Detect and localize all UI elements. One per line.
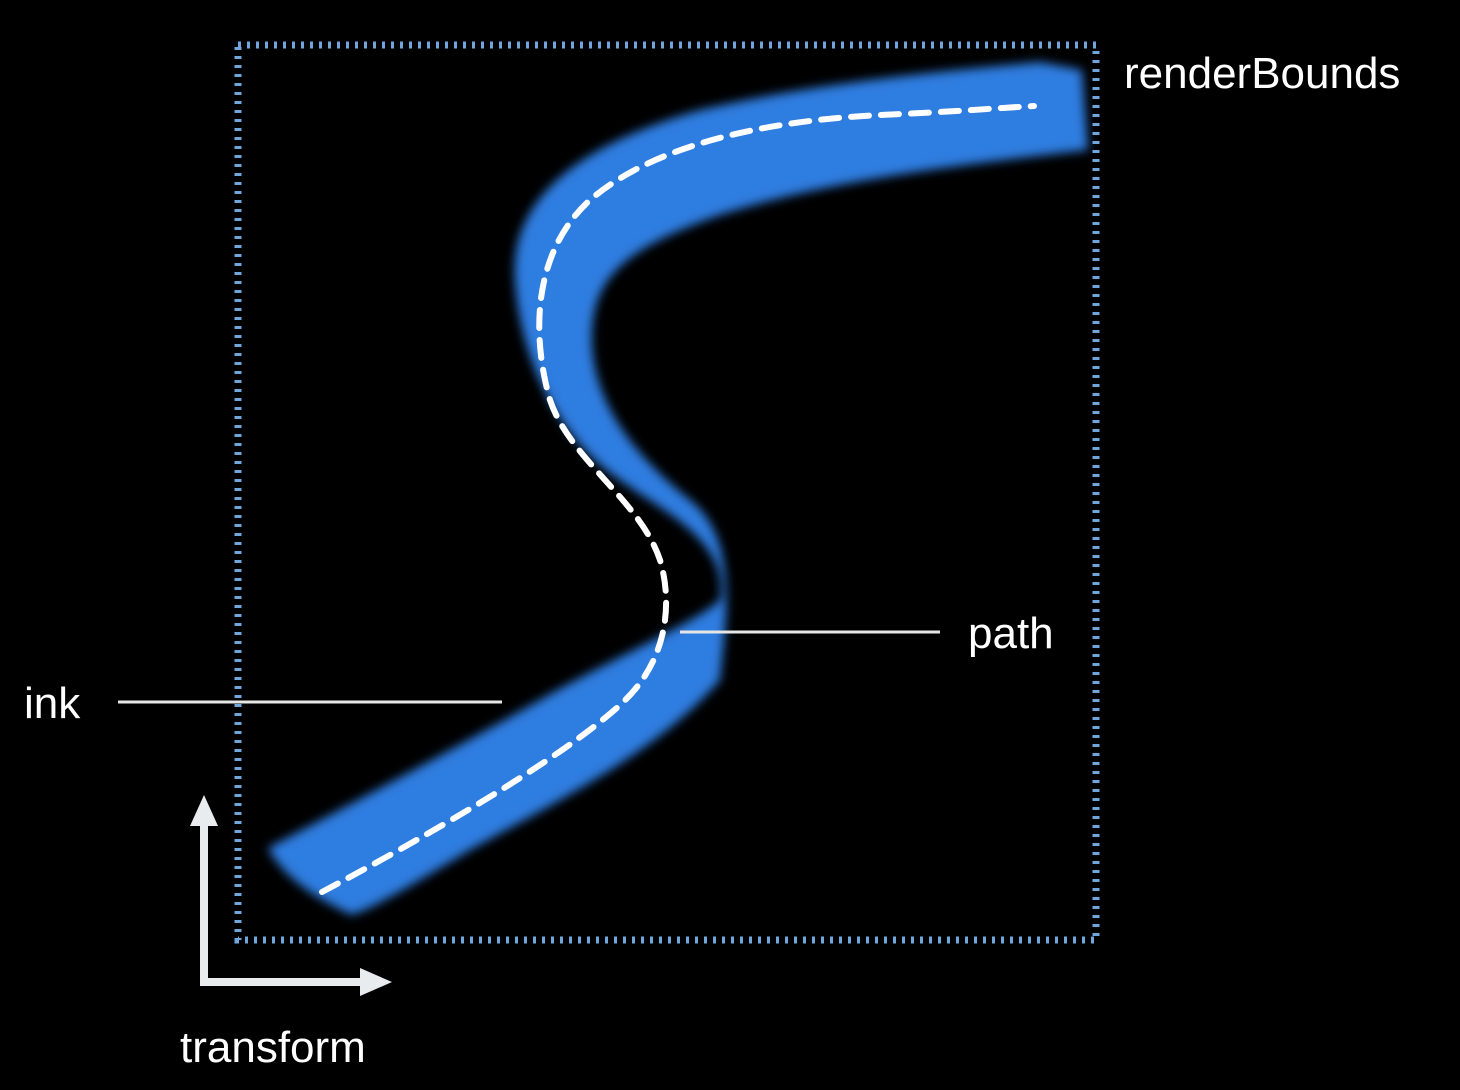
ink-stroke [268, 62, 1088, 915]
render-bounds-box [234, 41, 1100, 944]
path-line [319, 103, 1037, 895]
transform-x-arrowhead [360, 968, 392, 996]
ink-label: ink [24, 679, 81, 728]
transform-y-arrowhead [190, 795, 218, 826]
path-label: path [968, 609, 1054, 658]
transform-label: transform [180, 1023, 366, 1072]
render-bounds-label: renderBounds [1124, 49, 1401, 98]
